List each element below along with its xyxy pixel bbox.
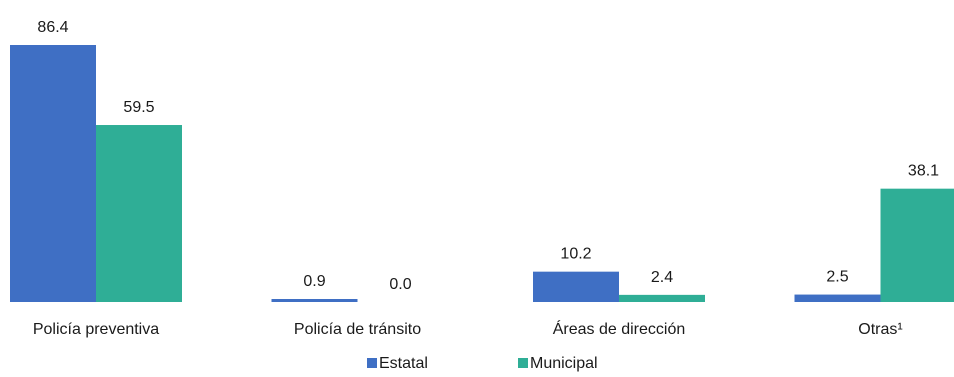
bar-estatal-otras (794, 294, 881, 302)
value-label-estatal-areas-de-direccion: 10.2 (560, 246, 591, 263)
value-labels-layer: 86.4 59.5 0.9 0.0 10.2 2.4 2.5 38.1 (37, 19, 939, 293)
value-label-municipal-otras: 38.1 (908, 163, 939, 180)
legend-label-municipal: Municipal (530, 355, 598, 372)
legend-swatch-municipal (518, 358, 528, 368)
bar-municipal-policia-preventiva (96, 125, 182, 302)
category-label-policia-de-transito: Policía de tránsito (294, 321, 421, 338)
legend-label-estatal: Estatal (379, 355, 428, 372)
bar-municipal-areas-de-direccion (619, 294, 705, 302)
bars-layer (10, 45, 954, 302)
category-label-areas-de-direccion: Áreas de dirección (553, 319, 686, 338)
value-label-estatal-policia-preventiva: 86.4 (37, 19, 68, 36)
value-label-estatal-policia-de-transito: 0.9 (303, 273, 325, 290)
legend: Estatal Municipal (367, 355, 598, 372)
bar-estatal-areas-de-direccion (533, 271, 619, 302)
category-label-policia-preventiva: Policía preventiva (33, 321, 159, 338)
bar-municipal-otras (880, 188, 954, 302)
legend-swatch-estatal (367, 358, 377, 368)
bar-estatal-policia-preventiva (10, 45, 96, 302)
value-label-estatal-otras: 2.5 (826, 269, 848, 286)
value-label-municipal-areas-de-direccion: 2.4 (651, 269, 673, 286)
value-label-municipal-policia-preventiva: 59.5 (123, 99, 154, 116)
category-label-otras: Otras¹ (858, 321, 902, 338)
bar-estatal-policia-de-transito (271, 299, 358, 302)
value-label-municipal-policia-de-transito: 0.0 (389, 276, 411, 293)
category-labels-layer: Policía preventiva Policía de tránsito Áre… (33, 319, 903, 338)
